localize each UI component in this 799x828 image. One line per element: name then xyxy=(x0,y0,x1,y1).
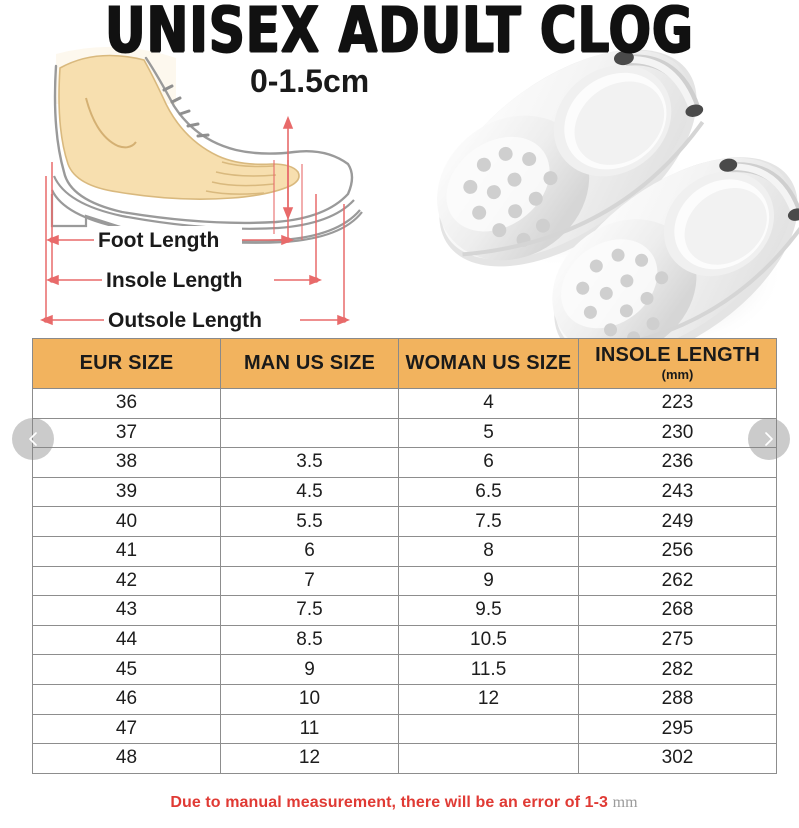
table-row: 40 5.5 7.5 249 xyxy=(32,506,777,537)
product-photo-clog-pair xyxy=(420,8,799,338)
cell-woman-us-size: 6 xyxy=(398,447,579,478)
table-row: 37 5 230 xyxy=(32,417,777,449)
outsole-length-label: Outsole Length xyxy=(108,309,262,332)
cell-woman-us-size: 4 xyxy=(398,388,579,419)
carousel-prev-button[interactable] xyxy=(12,418,54,460)
cell-man-us-size: 6 xyxy=(220,535,399,567)
cell-man-us-size: 7.5 xyxy=(220,595,399,626)
cell-insole-length: 256 xyxy=(578,535,777,567)
cell-insole-length: 262 xyxy=(578,565,777,597)
cell-woman-us-size: 8 xyxy=(398,535,579,567)
cell-insole-length: 282 xyxy=(578,654,777,685)
cell-eur-size: 42 xyxy=(32,565,221,597)
table-row: 47 11 295 xyxy=(32,713,777,745)
cell-woman-us-size: 12 xyxy=(398,683,579,715)
table-row: 39 4.5 6.5 243 xyxy=(32,476,777,508)
cell-man-us-size: 9 xyxy=(220,654,399,685)
table-row: 36 4 223 xyxy=(32,388,777,419)
cell-woman-us-size: 10.5 xyxy=(398,624,579,656)
column-header-woman-us-size-label: WOMAN US SIZE xyxy=(405,351,572,374)
cell-eur-size: 48 xyxy=(32,743,221,774)
cell-insole-length: 275 xyxy=(578,624,777,656)
size-table-body: 36 4 223 37 5 230 38 3.5 6 236 39 4.5 6.5 243 40 5.5 7.5… xyxy=(32,388,777,774)
cell-man-us-size: 11 xyxy=(220,713,399,745)
cell-woman-us-size: 9.5 xyxy=(398,595,579,626)
column-header-woman-us-size: WOMAN US SIZE xyxy=(398,338,579,389)
cell-eur-size: 41 xyxy=(32,535,221,567)
foot-length-label: Foot Length xyxy=(98,229,219,252)
page-title: UNISEX ADULT CLOG xyxy=(105,0,694,68)
table-header-row: EUR SIZE MAN US SIZE WOMAN US SIZE INSOL… xyxy=(32,338,777,389)
column-header-man-us-size: MAN US SIZE xyxy=(220,338,399,389)
cell-man-us-size: 8.5 xyxy=(220,624,399,656)
toe-gap-label: 0-1.5cm xyxy=(250,63,369,99)
cell-insole-length: 243 xyxy=(578,476,777,508)
cell-woman-us-size xyxy=(398,743,579,774)
size-table: EUR SIZE MAN US SIZE WOMAN US SIZE INSOL… xyxy=(32,338,777,774)
cell-eur-size: 40 xyxy=(32,506,221,537)
cell-eur-size: 44 xyxy=(32,624,221,656)
table-row: 45 9 11.5 282 xyxy=(32,654,777,685)
cell-man-us-size: 4.5 xyxy=(220,476,399,508)
cell-man-us-size xyxy=(220,417,399,449)
column-header-eur-size: EUR SIZE xyxy=(32,338,221,389)
cell-woman-us-size xyxy=(398,713,579,745)
table-row: 43 7.5 9.5 268 xyxy=(32,595,777,626)
measurement-disclaimer-text: Due to manual measurement, there will be… xyxy=(170,794,613,811)
cell-man-us-size: 7 xyxy=(220,565,399,597)
table-row: 44 8.5 10.5 275 xyxy=(32,624,777,656)
cell-eur-size: 43 xyxy=(32,595,221,626)
cell-woman-us-size: 9 xyxy=(398,565,579,597)
foot-measurement-diagram: 0-1.5cm Foot Length Insole Length Outsol… xyxy=(26,44,406,336)
table-row: 41 6 8 256 xyxy=(32,535,777,567)
cell-insole-length: 302 xyxy=(578,743,777,774)
cell-insole-length: 249 xyxy=(578,506,777,537)
cell-woman-us-size: 6.5 xyxy=(398,476,579,508)
chevron-left-icon xyxy=(24,430,42,448)
cell-eur-size: 36 xyxy=(32,388,221,419)
table-row: 38 3.5 6 236 xyxy=(32,447,777,478)
cell-man-us-size: 5.5 xyxy=(220,506,399,537)
cell-eur-size: 38 xyxy=(32,447,221,478)
cell-insole-length: 268 xyxy=(578,595,777,626)
cell-man-us-size: 3.5 xyxy=(220,447,399,478)
column-header-insole-length: INSOLE LENGTH (mm) xyxy=(578,338,777,389)
measurement-disclaimer: Due to manual measurement, there will be… xyxy=(32,794,776,812)
carousel-next-button[interactable] xyxy=(748,418,790,460)
table-row: 42 7 9 262 xyxy=(32,565,777,597)
cell-eur-size: 37 xyxy=(32,417,221,449)
column-header-insole-length-unit: (mm) xyxy=(661,366,694,382)
cell-insole-length: 236 xyxy=(578,447,777,478)
cell-insole-length: 230 xyxy=(578,417,777,449)
measurement-disclaimer-unit: mm xyxy=(612,794,638,811)
cell-eur-size: 39 xyxy=(32,476,221,508)
cell-man-us-size: 12 xyxy=(220,743,399,774)
cell-insole-length: 295 xyxy=(578,713,777,745)
chevron-right-icon xyxy=(760,430,778,448)
cell-eur-size: 45 xyxy=(32,654,221,685)
cell-woman-us-size: 5 xyxy=(398,417,579,449)
cell-man-us-size: 10 xyxy=(220,683,399,715)
table-row: 46 10 12 288 xyxy=(32,683,777,715)
cell-man-us-size xyxy=(220,388,399,419)
size-table-wrapper: EUR SIZE MAN US SIZE WOMAN US SIZE INSOL… xyxy=(32,338,777,774)
insole-length-label: Insole Length xyxy=(106,269,243,292)
cell-woman-us-size: 7.5 xyxy=(398,506,579,537)
cell-insole-length: 288 xyxy=(578,683,777,715)
column-header-insole-length-label: INSOLE LENGTH xyxy=(595,344,760,367)
column-header-man-us-size-label: MAN US SIZE xyxy=(243,351,376,374)
column-header-eur-size-label: EUR SIZE xyxy=(79,351,174,374)
table-row: 48 12 302 xyxy=(32,743,777,774)
cell-eur-size: 47 xyxy=(32,713,221,745)
cell-eur-size: 46 xyxy=(32,683,221,715)
cell-insole-length: 223 xyxy=(578,388,777,419)
cell-woman-us-size: 11.5 xyxy=(398,654,579,685)
size-table-head: EUR SIZE MAN US SIZE WOMAN US SIZE INSOL… xyxy=(32,338,777,389)
